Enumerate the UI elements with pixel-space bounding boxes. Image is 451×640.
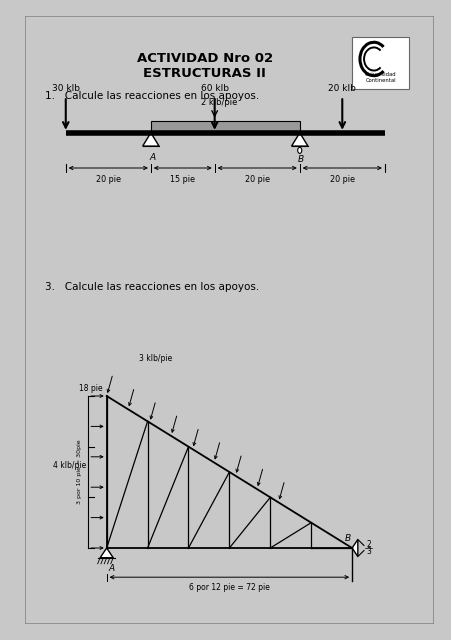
- Bar: [151, 120, 299, 132]
- Text: 3.   Calcule las reacciones en los apoyos.: 3. Calcule las reacciones en los apoyos.: [45, 282, 259, 292]
- Circle shape: [297, 147, 301, 154]
- Text: 2: 2: [366, 540, 371, 549]
- Text: 3 por 10 pie = 30pie: 3 por 10 pie = 30pie: [77, 440, 82, 504]
- Text: A: A: [108, 564, 114, 573]
- Bar: [351, 37, 409, 89]
- Polygon shape: [351, 540, 357, 557]
- Text: 18 pie: 18 pie: [79, 384, 102, 393]
- Text: A: A: [149, 154, 155, 163]
- Polygon shape: [100, 548, 113, 557]
- Polygon shape: [143, 132, 159, 146]
- Text: 4 klb/pie: 4 klb/pie: [53, 461, 86, 470]
- Polygon shape: [291, 132, 307, 146]
- Text: 60 klb: 60 klb: [200, 84, 228, 93]
- Text: B: B: [344, 534, 350, 543]
- Text: ACTIVIDAD Nro 02: ACTIVIDAD Nro 02: [137, 52, 272, 65]
- Text: 20 pie: 20 pie: [96, 175, 120, 184]
- Text: 1.   Calcule las reacciones en los apoyos.: 1. Calcule las reacciones en los apoyos.: [45, 92, 259, 101]
- Text: 3: 3: [366, 547, 371, 556]
- Text: 20 klb: 20 klb: [327, 84, 355, 93]
- Text: 3 klb/pie: 3 klb/pie: [139, 353, 172, 362]
- Text: ESTRUCTURAS II: ESTRUCTURAS II: [143, 67, 266, 80]
- Text: 20 pie: 20 pie: [329, 175, 354, 184]
- Text: 20 pie: 20 pie: [244, 175, 269, 184]
- Text: B: B: [297, 155, 304, 164]
- Text: Universidad
Continental: Universidad Continental: [364, 72, 396, 83]
- Text: 15 pie: 15 pie: [170, 175, 195, 184]
- Text: 2 klb/pie: 2 klb/pie: [200, 98, 236, 107]
- Text: 30 klb: 30 klb: [52, 84, 79, 93]
- Text: 6 por 12 pie = 72 pie: 6 por 12 pie = 72 pie: [189, 583, 269, 592]
